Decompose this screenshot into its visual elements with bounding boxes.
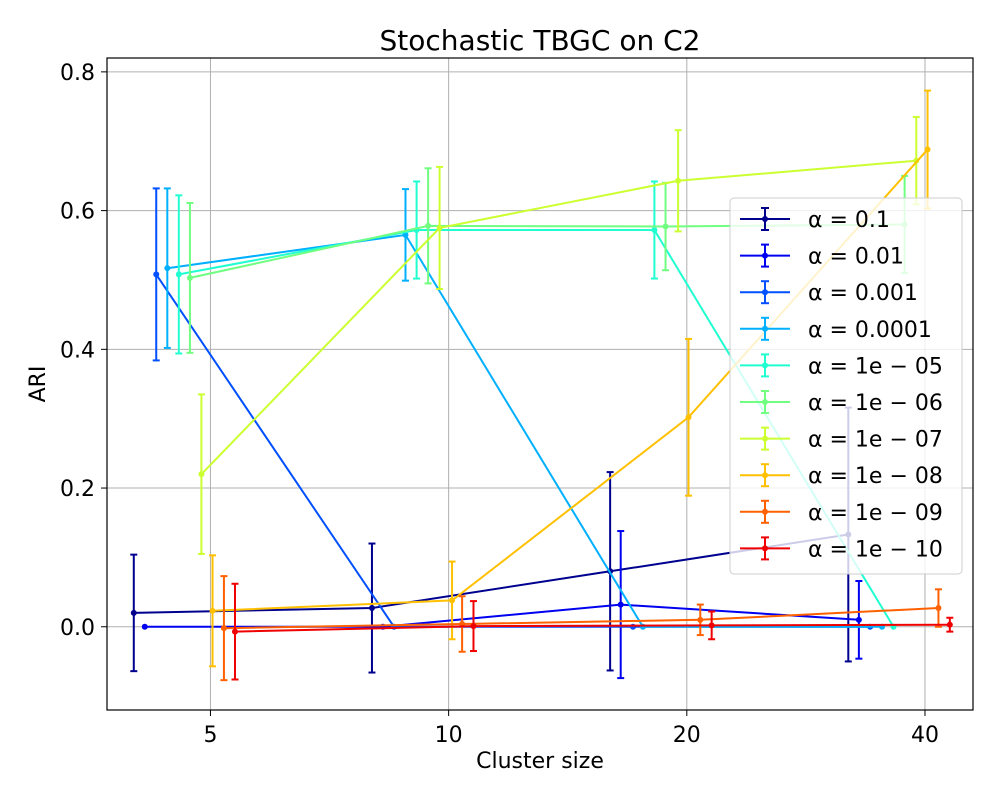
legend-entry: α = 1e − 07 <box>740 426 943 453</box>
data-point <box>368 605 375 612</box>
x-axis-label: Cluster size <box>476 749 604 774</box>
series-line <box>133 533 849 614</box>
series-line <box>167 233 882 628</box>
legend-marker <box>762 399 768 405</box>
legend-marker <box>762 362 768 369</box>
data-point <box>675 177 682 184</box>
legend-marker <box>762 472 768 479</box>
legend-label: α = 0.001 <box>808 281 918 306</box>
legend-entry: α = 0.0001 <box>740 316 932 343</box>
series-3 <box>163 187 886 630</box>
legend-marker <box>762 289 768 296</box>
data-point <box>924 146 931 153</box>
data-point <box>164 265 171 272</box>
x-tick-label: 20 <box>673 723 701 748</box>
legend-label: α = 1e − 07 <box>808 428 943 453</box>
legend-entry: α = 0.01 <box>740 243 904 270</box>
series-6 <box>197 115 920 555</box>
legend-marker <box>762 508 768 515</box>
data-point <box>685 414 692 421</box>
x-tick-label: 5 <box>203 723 217 748</box>
legend-entry: α = 1e − 10 <box>740 536 943 562</box>
chart-title: Stochastic TBGC on C2 <box>380 24 701 57</box>
legend-entry: α = 1e − 09 <box>740 499 943 526</box>
legend-marker <box>762 435 768 442</box>
tick-layer: 5 10 20 40 0.0 0.2 0.4 0.6 0.8 <box>60 61 939 748</box>
data-point <box>935 605 942 612</box>
legend-marker <box>762 325 768 332</box>
data-point <box>449 597 456 604</box>
legend-label: α = 1e − 06 <box>808 391 943 416</box>
y-tick-label: 0.6 <box>60 200 95 225</box>
x-tick-label: 40 <box>911 723 939 748</box>
data-point <box>708 622 715 629</box>
series-9 <box>231 582 954 681</box>
y-tick-label: 0.4 <box>60 338 95 363</box>
data-point <box>175 271 182 278</box>
plot-frame <box>106 57 974 711</box>
y-tick-label: 0.2 <box>60 477 95 502</box>
legend-entry: α = 1e − 05 <box>740 353 943 379</box>
data-point <box>697 616 704 623</box>
series-line <box>200 159 917 475</box>
y-tick-label: 0.0 <box>60 616 95 641</box>
legend-label: α = 1e − 09 <box>808 501 943 526</box>
data-point <box>946 621 953 628</box>
data-point <box>198 471 205 478</box>
legend: α = 0.1 α = 0.01 α = 0.001 α = 0.0001 α = 1e… <box>729 197 963 575</box>
legend-entry: α = 1e − 06 <box>740 390 943 416</box>
data-point <box>130 609 137 616</box>
data-point <box>436 224 443 231</box>
legend-entry: α = 0.1 <box>740 207 890 233</box>
legend-label: α = 0.01 <box>808 245 904 270</box>
legend-label: α = 0.0001 <box>808 318 932 343</box>
legend-marker <box>762 252 768 259</box>
series-line <box>223 607 939 630</box>
data-point <box>470 623 477 630</box>
data-point <box>153 271 160 278</box>
series-4 <box>175 180 897 630</box>
legend-marker <box>762 216 768 222</box>
data-point <box>651 227 658 234</box>
legend-label: α = 1e − 05 <box>808 354 943 379</box>
data-point <box>617 601 624 608</box>
data-point <box>141 623 148 630</box>
legend-label: α = 1e − 08 <box>808 464 943 489</box>
data-point <box>220 625 227 632</box>
series-line <box>234 623 950 633</box>
data-point <box>662 223 669 230</box>
data-point <box>402 231 409 238</box>
data-point <box>209 607 216 614</box>
legend-entry: α = 1e − 08 <box>740 463 943 489</box>
legend-marker <box>762 545 768 552</box>
legend-label: α = 0.1 <box>808 208 890 233</box>
y-tick-label: 0.8 <box>60 61 95 86</box>
legend-entry: α = 0.001 <box>740 280 918 306</box>
data-point <box>425 222 432 229</box>
x-tick-label: 10 <box>435 723 463 748</box>
data-point <box>186 274 193 281</box>
legend-label: α = 1e − 10 <box>808 537 943 562</box>
y-axis-label: ARI <box>26 366 51 403</box>
series-8 <box>220 575 942 682</box>
data-point <box>855 616 862 623</box>
data-point <box>231 628 238 635</box>
